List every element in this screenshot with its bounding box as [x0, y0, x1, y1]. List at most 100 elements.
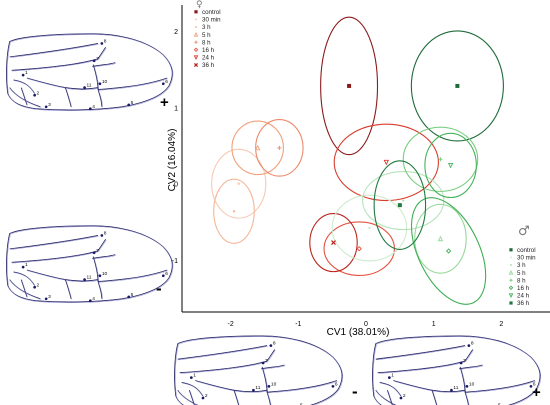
legend-marker	[508, 269, 514, 275]
landmark-point	[161, 82, 165, 86]
landmark-point	[161, 274, 165, 278]
wing-vein	[13, 79, 35, 94]
y-tick-label: -1	[172, 258, 178, 265]
landmark-point	[127, 295, 131, 299]
landmark-label: 1	[25, 262, 28, 268]
legend-label: 5 h	[202, 32, 211, 39]
landmark-label: 7	[463, 358, 466, 364]
landmark-point	[88, 107, 92, 111]
wing-vein	[11, 239, 107, 263]
wing-vein-shadow	[465, 392, 470, 405]
landmark-point	[529, 384, 533, 388]
wing-vein	[92, 62, 116, 67]
landmark-label: 10	[469, 381, 475, 387]
confidence-ellipse-female-36h	[309, 212, 358, 273]
wing-vein-shadow	[14, 272, 36, 287]
legend-marker	[193, 47, 199, 53]
legend-label: control	[517, 247, 536, 254]
wing-vein-shadow	[267, 392, 272, 405]
confidence-ellipse-female-5h	[231, 120, 284, 176]
legend-label: 36 h	[517, 300, 530, 307]
wing-vein-shadow	[380, 382, 402, 397]
confidence-ellipse-female-3h	[213, 178, 255, 244]
wing-vein	[431, 390, 438, 405]
wing-vein-shadow	[98, 90, 103, 108]
wing-vein-shadow	[459, 365, 484, 370]
wing-outline	[174, 335, 343, 405]
centroid-female-control	[347, 83, 352, 88]
wing-vein	[9, 235, 99, 250]
landmark-point	[269, 344, 273, 347]
wing-vein-shadow	[98, 78, 168, 91]
wing-vein-shadow	[182, 382, 204, 397]
wing-vein-shadow	[376, 390, 395, 405]
landmark-label: 6	[165, 271, 168, 277]
wing-vein	[13, 271, 35, 286]
legend-label: 3 h	[202, 24, 211, 31]
wing-panel-top-left: 1 2 3 4 5 6 7 8 10 11	[6, 33, 174, 111]
centroid-male-30min	[368, 226, 371, 230]
sign-mid-left: -	[156, 279, 162, 298]
legend-marker	[195, 18, 197, 21]
wing-vein-shadow	[92, 255, 117, 260]
wing-vein-shadow	[65, 88, 73, 108]
landmark-point	[44, 297, 48, 301]
landmark-point	[100, 42, 104, 45]
wing-vein	[20, 87, 28, 106]
legend-marker	[509, 248, 513, 252]
centroid-male-24h	[447, 162, 454, 169]
landmark-point	[83, 86, 86, 89]
landmark-label: 6	[335, 381, 338, 387]
wing-vein-shadow	[92, 63, 117, 68]
landmark-label: 7	[96, 248, 99, 254]
legend-marker	[193, 55, 199, 61]
wing-vein	[464, 392, 469, 405]
centroid-female-24h	[383, 159, 390, 166]
centroid-male-8h	[438, 157, 443, 162]
centroid-female-16h	[356, 246, 362, 252]
landmark-point	[465, 384, 469, 388]
wing-vein	[97, 77, 168, 90]
landmark-label: 3	[48, 294, 51, 300]
wing-vein-shadow	[12, 239, 107, 264]
landmark-point	[83, 278, 86, 281]
landmark-point	[98, 274, 102, 278]
landmark-label: 6	[165, 79, 168, 85]
landmark-label: 6	[533, 381, 536, 387]
confidence-ellipse-male-30min	[331, 194, 408, 262]
confidence-ellipse-male-24h	[424, 132, 477, 199]
wing-vein	[266, 392, 271, 405]
landmark-point	[127, 103, 131, 107]
wing-outline	[372, 335, 541, 405]
wing-vein-shadow	[93, 257, 100, 283]
confidence-ellipse-female-16h	[323, 221, 395, 276]
confidence-ellipse-male-5h	[414, 203, 467, 274]
landmark-label: 2	[403, 393, 406, 399]
wing-vein-shadow	[189, 390, 196, 405]
landmark-point	[98, 82, 102, 86]
y-tick-label: 2	[174, 29, 178, 36]
wing-vein	[9, 43, 99, 58]
landmark-label: 10	[102, 79, 108, 85]
landmark-point	[450, 388, 453, 392]
wing-vein	[97, 281, 103, 299]
legend-label: 16 h	[202, 47, 215, 54]
wing-vein	[188, 390, 195, 405]
landmark-label: 5	[300, 403, 303, 405]
landmark-label: 8	[104, 38, 107, 44]
wing-vein-shadow	[387, 390, 394, 405]
landmark-point	[44, 105, 48, 109]
wing-vein	[97, 269, 168, 282]
landmark-label: 10	[271, 381, 277, 387]
wing-vein-shadow	[98, 282, 103, 300]
y-axis-label: CV2 (16.04%)	[167, 129, 178, 192]
wing-vein	[179, 349, 276, 374]
landmark-label: 2	[205, 393, 208, 399]
wing-vein	[459, 364, 483, 370]
landmark-label: 3	[48, 102, 51, 108]
legend-label: 24 h	[202, 55, 215, 62]
legend-label: 5 h	[517, 270, 526, 277]
